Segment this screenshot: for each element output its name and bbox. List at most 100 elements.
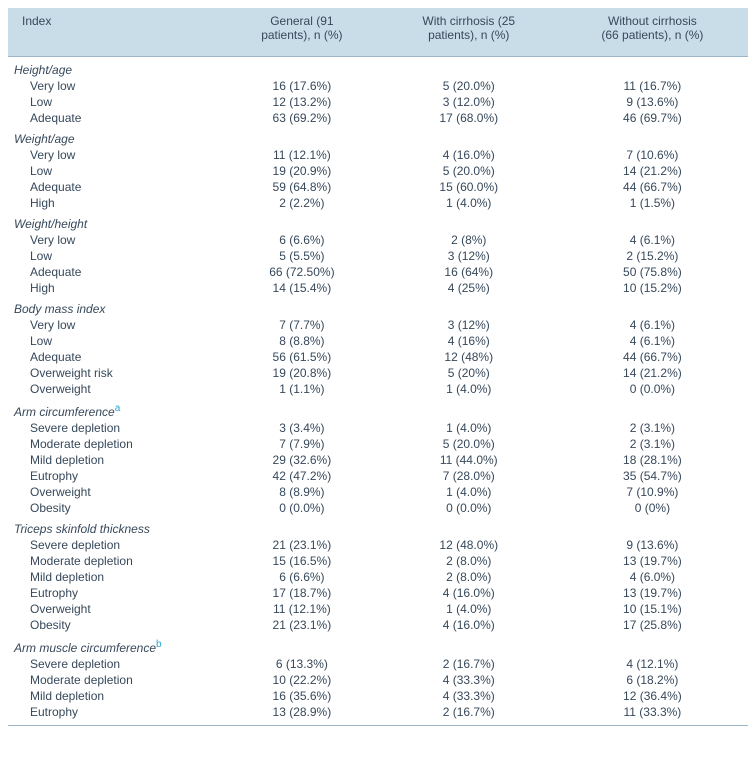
- cell-general: 7 (7.9%): [223, 436, 381, 452]
- cell-with: 4 (33.3%): [381, 672, 557, 688]
- section-title: Triceps skinfold thickness: [8, 516, 748, 537]
- cell-without: 4 (6.0%): [557, 569, 748, 585]
- table-row: Low8 (8.8%)4 (16%)4 (6.1%): [8, 333, 748, 349]
- cell-with: 4 (33.3%): [381, 688, 557, 704]
- table-row: Mild depletion6 (6.6%)2 (8.0%)4 (6.0%): [8, 569, 748, 585]
- table-row: High14 (15.4%)4 (25%)10 (15.2%): [8, 280, 748, 296]
- cell-general: 66 (72.50%): [223, 264, 381, 280]
- table-row: Very low7 (7.7%)3 (12%)4 (6.1%): [8, 317, 748, 333]
- cell-with: 12 (48.0%): [381, 537, 557, 553]
- cell-general: 21 (23.1%): [223, 537, 381, 553]
- row-label: Overweight: [8, 601, 223, 617]
- cell-with: 5 (20.0%): [381, 163, 557, 179]
- cell-general: 29 (32.6%): [223, 452, 381, 468]
- cell-without: 6 (18.2%): [557, 672, 748, 688]
- row-label: Very low: [8, 78, 223, 94]
- table-row: Overweight1 (1.1%)1 (4.0%)0 (0.0%): [8, 381, 748, 397]
- cell-with: 1 (4.0%): [381, 484, 557, 500]
- cell-without: 7 (10.9%): [557, 484, 748, 500]
- cell-with: 5 (20%): [381, 365, 557, 381]
- cell-without: 18 (28.1%): [557, 452, 748, 468]
- cell-general: 2 (2.2%): [223, 195, 381, 211]
- cell-general: 16 (35.6%): [223, 688, 381, 704]
- cell-without: 35 (54.7%): [557, 468, 748, 484]
- cell-without: 11 (33.3%): [557, 704, 748, 726]
- col-header-without-cirrhosis: Without cirrhosis (66 patients), n (%): [557, 8, 748, 57]
- cell-with: 2 (8%): [381, 232, 557, 248]
- cell-general: 42 (47.2%): [223, 468, 381, 484]
- row-label: High: [8, 280, 223, 296]
- row-label: High: [8, 195, 223, 211]
- table-row: Obesity21 (23.1%)4 (16.0%)17 (25.8%): [8, 617, 748, 633]
- table-row: Adequate66 (72.50%)16 (64%)50 (75.8%): [8, 264, 748, 280]
- cell-without: 12 (36.4%): [557, 688, 748, 704]
- cell-with: 12 (48%): [381, 349, 557, 365]
- table-row: Adequate63 (69.2%)17 (68.0%)46 (69.7%): [8, 110, 748, 126]
- col-header-with-cirrhosis: With cirrhosis (25 patients), n (%): [381, 8, 557, 57]
- cell-with: 2 (8.0%): [381, 569, 557, 585]
- row-label: Very low: [8, 232, 223, 248]
- section-header: Body mass index: [8, 296, 748, 317]
- cell-general: 8 (8.8%): [223, 333, 381, 349]
- row-label: Mild depletion: [8, 452, 223, 468]
- cell-with: 3 (12%): [381, 248, 557, 264]
- row-label: Low: [8, 163, 223, 179]
- cell-with: 15 (60.0%): [381, 179, 557, 195]
- row-label: Adequate: [8, 110, 223, 126]
- row-label: Eutrophy: [8, 468, 223, 484]
- cell-without: 7 (10.6%): [557, 147, 748, 163]
- cell-with: 17 (68.0%): [381, 110, 557, 126]
- row-label: Low: [8, 94, 223, 110]
- row-label: Adequate: [8, 349, 223, 365]
- row-label: Mild depletion: [8, 688, 223, 704]
- row-label: Mild depletion: [8, 569, 223, 585]
- section-title: Weight/height: [8, 211, 748, 232]
- cell-without: 46 (69.7%): [557, 110, 748, 126]
- cell-general: 15 (16.5%): [223, 553, 381, 569]
- cell-without: 13 (19.7%): [557, 553, 748, 569]
- table-row: Adequate59 (64.8%)15 (60.0%)44 (66.7%): [8, 179, 748, 195]
- cell-without: 2 (15.2%): [557, 248, 748, 264]
- table-header: Index General (91 patients), n (%) With …: [8, 8, 748, 57]
- row-label: Eutrophy: [8, 704, 223, 726]
- cell-general: 8 (8.9%): [223, 484, 381, 500]
- cell-general: 13 (28.9%): [223, 704, 381, 726]
- cell-without: 14 (21.2%): [557, 163, 748, 179]
- cell-with: 4 (16.0%): [381, 585, 557, 601]
- table-row: Obesity0 (0.0%)0 (0.0%)0 (0%): [8, 500, 748, 516]
- cell-with: 3 (12.0%): [381, 94, 557, 110]
- cell-without: 4 (6.1%): [557, 317, 748, 333]
- cell-with: 1 (4.0%): [381, 381, 557, 397]
- cell-general: 6 (6.6%): [223, 232, 381, 248]
- cell-general: 0 (0.0%): [223, 500, 381, 516]
- cell-without: 4 (6.1%): [557, 333, 748, 349]
- table-row: Mild depletion16 (35.6%)4 (33.3%)12 (36.…: [8, 688, 748, 704]
- cell-with: 2 (8.0%): [381, 553, 557, 569]
- footnote-marker: a: [115, 403, 121, 414]
- table-row: Severe depletion21 (23.1%)12 (48.0%)9 (1…: [8, 537, 748, 553]
- cell-general: 5 (5.5%): [223, 248, 381, 264]
- section-title: Weight/age: [8, 126, 748, 147]
- table-row: Eutrophy42 (47.2%)7 (28.0%)35 (54.7%): [8, 468, 748, 484]
- table-row: Low12 (13.2%)3 (12.0%)9 (13.6%): [8, 94, 748, 110]
- row-label: Overweight: [8, 484, 223, 500]
- section-title: Body mass index: [8, 296, 748, 317]
- row-label: Overweight risk: [8, 365, 223, 381]
- cell-general: 11 (12.1%): [223, 147, 381, 163]
- table-row: Overweight risk19 (20.8%)5 (20%)14 (21.2…: [8, 365, 748, 381]
- section-header: Height/age: [8, 57, 748, 79]
- cell-with: 7 (28.0%): [381, 468, 557, 484]
- section-header: Weight/age: [8, 126, 748, 147]
- row-label: Moderate depletion: [8, 553, 223, 569]
- table: Index General (91 patients), n (%) With …: [8, 8, 748, 726]
- cell-without: 50 (75.8%): [557, 264, 748, 280]
- cell-with: 4 (16%): [381, 333, 557, 349]
- cell-with: 4 (25%): [381, 280, 557, 296]
- section-title: Arm muscle circumferenceb: [8, 633, 748, 656]
- table-row: Moderate depletion7 (7.9%)5 (20.0%)2 (3.…: [8, 436, 748, 452]
- cell-without: 13 (19.7%): [557, 585, 748, 601]
- table-row: Overweight8 (8.9%)1 (4.0%)7 (10.9%): [8, 484, 748, 500]
- cell-general: 3 (3.4%): [223, 420, 381, 436]
- cell-with: 5 (20.0%): [381, 436, 557, 452]
- table-row: Very low6 (6.6%)2 (8%)4 (6.1%): [8, 232, 748, 248]
